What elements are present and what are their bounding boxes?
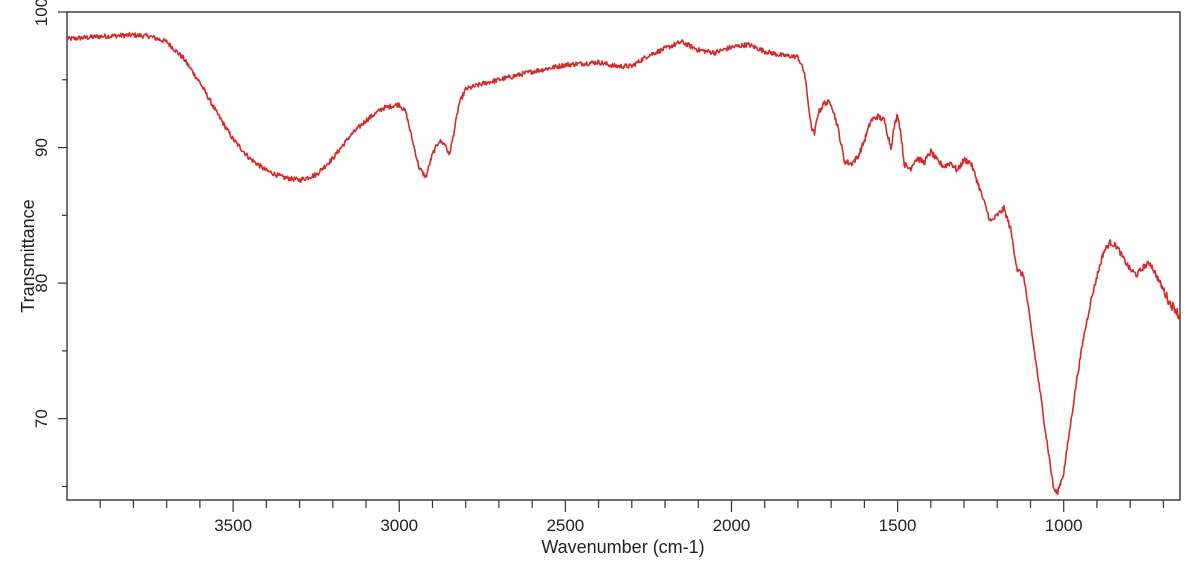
x-axis-tick-labels: 3500 3000 2500 2000 1500 1000 bbox=[214, 516, 1082, 535]
y-tick-label: 90 bbox=[32, 138, 51, 157]
x-tick-label: 2500 bbox=[546, 516, 584, 535]
x-tick-label: 1500 bbox=[879, 516, 917, 535]
x-tick-label: 2000 bbox=[713, 516, 751, 535]
spectrum-line bbox=[66, 31, 1181, 495]
y-tick-label: 80 bbox=[32, 274, 51, 293]
y-tick-label: 70 bbox=[32, 409, 51, 428]
x-axis-ticks bbox=[99, 500, 1164, 512]
plot-frame bbox=[66, 11, 1181, 501]
y-axis-ticks bbox=[58, 11, 67, 488]
x-tick-label: 3000 bbox=[380, 516, 418, 535]
x-axis-title: Wavenumber (cm-1) bbox=[541, 537, 704, 557]
y-axis-tick-labels: 100 90 80 70 bbox=[32, 0, 51, 428]
x-tick-label: 3500 bbox=[214, 516, 252, 535]
x-tick-label: 1000 bbox=[1045, 516, 1083, 535]
y-tick-label: 100 bbox=[32, 0, 51, 26]
y-axis-title: Transmittance bbox=[18, 199, 38, 312]
